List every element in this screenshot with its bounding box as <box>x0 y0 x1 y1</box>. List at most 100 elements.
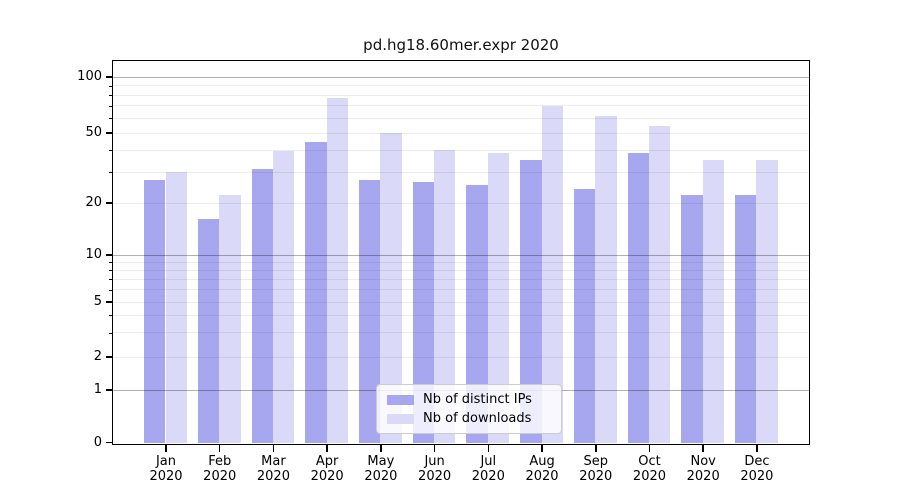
gridline-minor <box>113 314 809 316</box>
x-tick-mark <box>702 445 704 452</box>
bar-downloads-jun <box>434 149 456 443</box>
gridline-minor <box>113 269 809 271</box>
bar-distinct-ips-jul <box>466 185 488 443</box>
x-tick-mark <box>756 445 758 452</box>
gridline-minor <box>113 85 809 86</box>
bar-downloads-jan <box>165 171 187 443</box>
bar-downloads-mar <box>272 151 295 443</box>
x-tick-label-mar: Mar 2020 <box>256 454 290 484</box>
y-tick-label-5: 5 <box>93 294 102 309</box>
y-minor-tick-mark <box>109 289 113 291</box>
bar-distinct-ips-jan <box>144 179 166 443</box>
gridline-minor <box>113 356 809 358</box>
y-tick-mark <box>106 202 113 204</box>
x-tick-mark <box>218 445 221 452</box>
gridline-minor <box>113 278 809 280</box>
y-tick-mark <box>106 254 113 256</box>
y-tick-label-100: 100 <box>77 69 102 84</box>
x-tick-mark <box>165 445 167 452</box>
x-tick-mark <box>326 445 328 452</box>
y-minor-tick-mark <box>109 85 113 87</box>
plot-area: Nb of distinct IPs Nb of downloads <box>112 60 810 445</box>
bar-downloads-aug <box>541 106 563 443</box>
y-minor-tick-mark <box>109 150 113 152</box>
y-minor-tick-mark <box>109 118 113 120</box>
x-tick-label-nov: Nov 2020 <box>686 454 720 484</box>
y-tick-label-10: 10 <box>85 247 102 262</box>
y-minor-tick-mark <box>109 172 113 174</box>
chart-title: pd.hg18.60mer.expr 2020 <box>363 36 559 54</box>
x-tick-mark <box>648 445 651 452</box>
y-minor-tick-mark <box>109 315 113 317</box>
legend-swatch-distinct-ips <box>387 394 414 405</box>
gridline-minor <box>113 105 809 107</box>
x-tick-mark <box>487 445 490 452</box>
bar-distinct-ips-feb <box>197 219 220 443</box>
bar-distinct-ips-apr <box>305 142 327 443</box>
bar-downloads-feb <box>219 195 241 443</box>
x-tick-mark <box>380 445 382 452</box>
gridline-minor <box>113 117 809 119</box>
y-minor-tick-mark <box>109 279 113 281</box>
gridline-minor <box>113 332 809 334</box>
bar-distinct-ips-sep <box>573 188 596 443</box>
y-tick-label-50: 50 <box>85 125 102 140</box>
gridline-minor <box>113 202 809 204</box>
bar-downloads-nov <box>702 159 725 443</box>
gridline-minor <box>113 94 809 96</box>
gridline-minor <box>113 301 809 303</box>
bar-distinct-ips-aug <box>520 159 542 443</box>
x-tick-label-dec: Dec 2020 <box>740 454 774 484</box>
bar-downloads-oct <box>648 126 671 443</box>
x-tick-mark <box>272 445 275 452</box>
y-minor-tick-mark <box>109 270 113 272</box>
legend-label-distinct-ips: Nb of distinct IPs <box>423 392 532 407</box>
legend-swatch-downloads <box>387 413 414 424</box>
bar-distinct-ips-jun <box>412 182 435 443</box>
gridline-major <box>113 76 809 78</box>
legend-label-downloads: Nb of downloads <box>423 411 532 426</box>
gridline-minor <box>113 289 809 291</box>
bar-downloads-jul <box>487 153 510 443</box>
y-minor-tick-mark <box>109 95 113 97</box>
y-tick-mark <box>106 301 113 303</box>
x-tick-mark <box>595 445 597 452</box>
y-tick-label-20: 20 <box>85 195 102 210</box>
y-minor-tick-mark <box>109 262 113 264</box>
bar-distinct-ips-oct <box>627 153 649 443</box>
x-tick-label-oct: Oct 2020 <box>632 454 667 484</box>
bar-downloads-dec <box>756 159 778 443</box>
x-tick-label-may: May 2020 <box>364 454 398 484</box>
bar-downloads-may <box>380 132 402 443</box>
bar-distinct-ips-mar <box>251 169 273 443</box>
x-tick-mark <box>541 445 543 452</box>
bar-downloads-apr <box>326 97 349 443</box>
bar-distinct-ips-nov <box>681 195 703 443</box>
x-tick-label-jan: Jan 2020 <box>149 454 183 484</box>
x-tick-label-sep: Sep 2020 <box>579 454 613 484</box>
y-tick-mark <box>106 356 113 358</box>
legend-item-downloads: Nb of downloads <box>387 411 551 426</box>
legend-item-distinct-ips: Nb of distinct IPs <box>387 392 551 407</box>
bar-distinct-ips-may <box>358 179 381 443</box>
y-tick-mark <box>106 76 113 78</box>
x-tick-label-feb: Feb 2020 <box>203 454 237 484</box>
y-tick-label-1: 1 <box>93 382 102 397</box>
x-tick-mark <box>433 445 436 452</box>
y-tick-label-0: 0 <box>93 434 102 450</box>
y-minor-tick-mark <box>109 105 113 107</box>
gridline-minor <box>113 171 809 173</box>
x-tick-label-jul: Jul 2020 <box>471 454 505 484</box>
y-tick-mark <box>106 132 113 134</box>
gridline-minor <box>113 132 809 134</box>
gridline-minor <box>113 149 809 151</box>
y-tick-mark <box>106 441 113 444</box>
x-tick-label-aug: Aug 2020 <box>525 454 559 484</box>
y-tick-mark <box>106 389 113 391</box>
gridline-major <box>113 254 809 256</box>
y-tick-label-2: 2 <box>93 349 102 364</box>
legend: Nb of distinct IPs Nb of downloads <box>376 384 562 434</box>
bar-downloads-sep <box>595 116 617 443</box>
bar-distinct-ips-dec <box>735 195 757 443</box>
